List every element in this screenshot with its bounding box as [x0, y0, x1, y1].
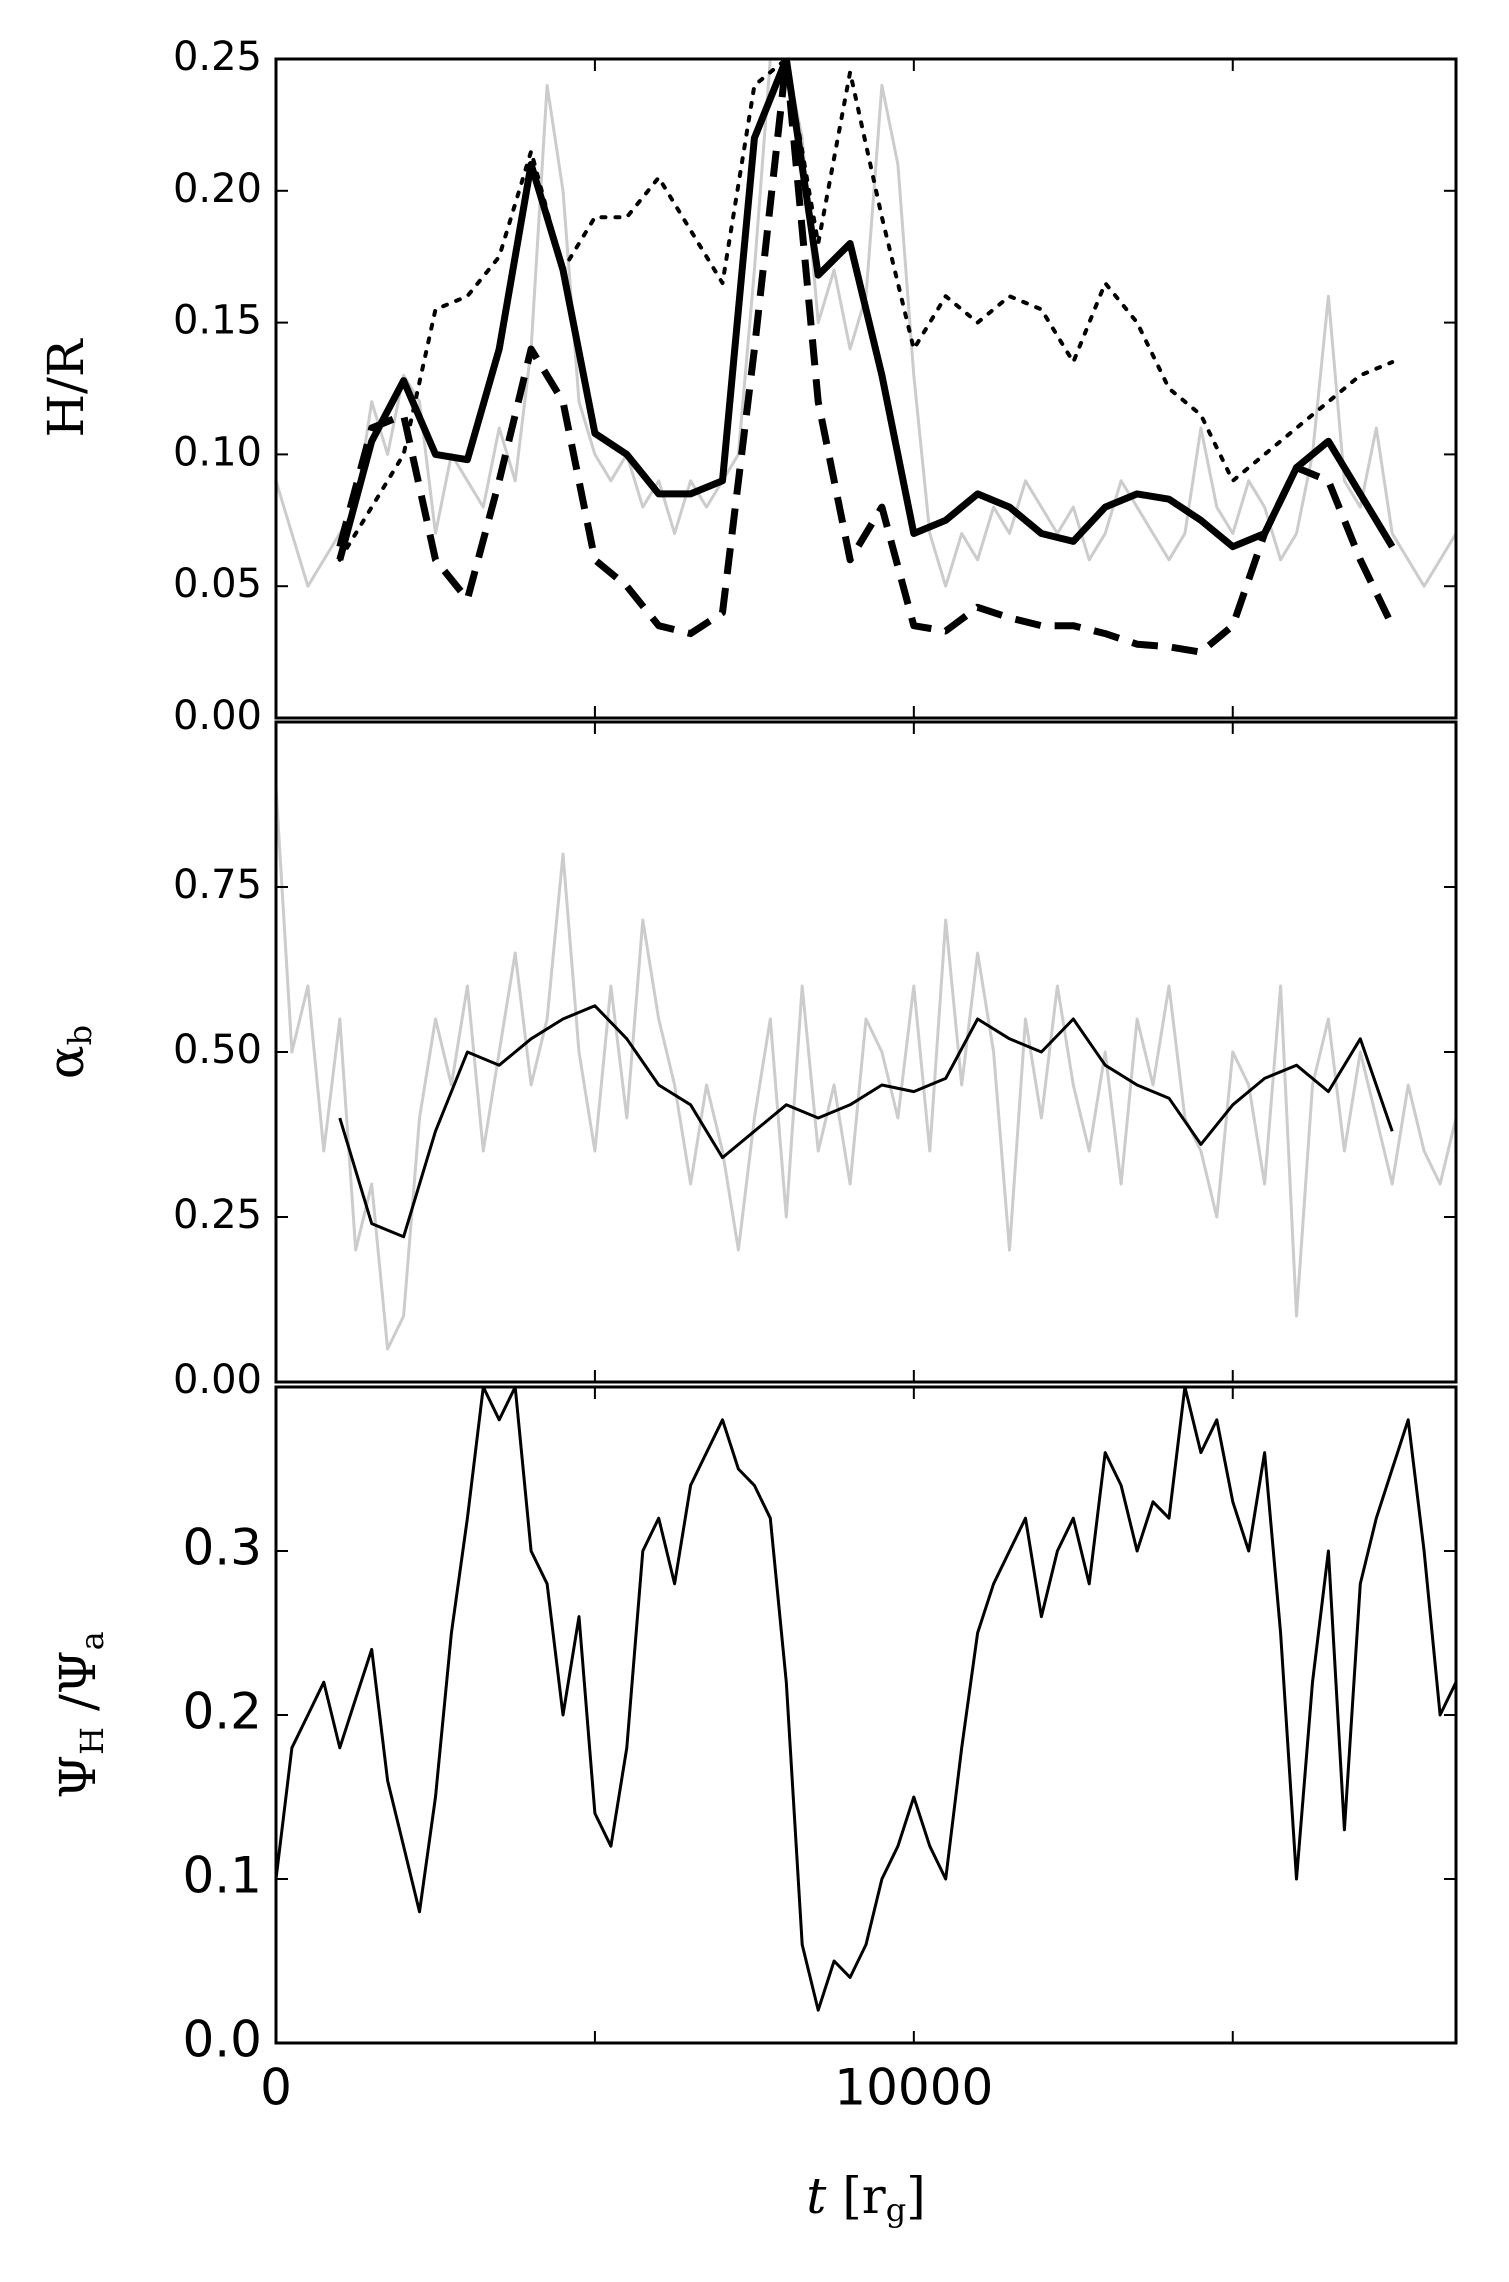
label-part: ] [906, 2167, 926, 2225]
y-tick-label: 0.1 [182, 1847, 262, 1905]
label-part: H/R [37, 338, 95, 437]
axes-frame [274, 57, 1458, 720]
y-tick-label: 0.75 [173, 862, 262, 908]
y-tick-label: 0.25 [173, 1192, 262, 1238]
x-tick-label: 10000 [834, 2059, 993, 2117]
y-tick-label: 0.15 [173, 298, 262, 344]
y-tick-label: 0.05 [173, 561, 262, 607]
y-tick-label: 0.0 [182, 2011, 262, 2069]
y-axis-label: H/R [37, 338, 95, 437]
label-subscript: g [886, 2191, 906, 2229]
label-part: α [37, 1045, 95, 1079]
plot-area [276, 787, 1456, 1351]
y-tick-label: 0.00 [173, 693, 262, 739]
plot-area [276, 59, 1456, 656]
x-tick-label: 0 [260, 2059, 292, 2117]
data-line [337, 59, 1395, 562]
label-subscript: H [73, 1727, 111, 1755]
data-line [276, 787, 1456, 1351]
data-line [336, 59, 1396, 561]
label-part: t [806, 2167, 827, 2225]
label-part: [r [826, 2167, 885, 2225]
label-part: /Ψ [49, 1650, 107, 1727]
y-tick-label: 0.25 [173, 34, 262, 80]
data-line [336, 59, 1396, 656]
label-subscript: b [61, 1025, 99, 1045]
y-tick-label: 0.3 [182, 1519, 262, 1577]
y-tick-label: 0.10 [173, 429, 262, 475]
data-line [338, 1004, 1394, 1239]
y-tick-label: 0.2 [182, 1683, 262, 1741]
axes-frame [274, 720, 1458, 1384]
y-tick-label: 0.00 [173, 1357, 262, 1403]
y-tick-label: 0.50 [173, 1027, 262, 1073]
label-part: Ψ [49, 1755, 107, 1799]
x-axis-label: t [rg] [806, 2167, 925, 2229]
label-subscript: a [73, 1631, 111, 1650]
data-line [276, 1387, 1456, 2012]
y-axis-label: ΨH /Ψa [49, 1631, 111, 1798]
y-tick-label: 0.20 [173, 166, 262, 212]
y-axis-label: αb [37, 1025, 99, 1079]
plot-area [276, 1387, 1456, 2012]
